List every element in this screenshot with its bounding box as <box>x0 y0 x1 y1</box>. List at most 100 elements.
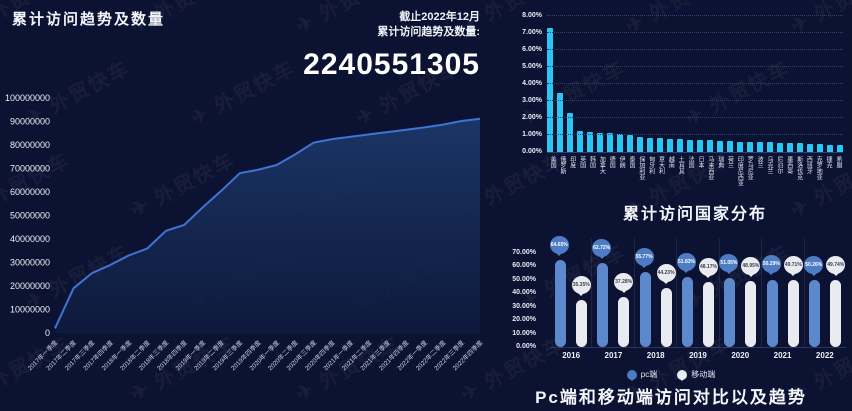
pc-bar <box>681 277 693 347</box>
device-year-label: 2017 <box>604 351 623 360</box>
device-year-group: 51.05% 48.95% <box>718 238 761 347</box>
country-bar <box>667 138 673 152</box>
country-x-tick-label: 加拿大 <box>598 156 605 174</box>
country-x-tick-label: 日本 <box>696 156 703 168</box>
country-x-tick-label: 土耳其 <box>677 156 684 174</box>
pc-value-balloon: 50.29% <box>761 255 781 274</box>
pc-value-balloon: 51.83% <box>676 253 696 272</box>
country-x-tick-label: 西班牙 <box>805 156 812 174</box>
country-y-tick-label: 8.00% <box>522 12 542 19</box>
trend-y-tick-label: 20000000 <box>10 281 50 291</box>
mobile-bar <box>660 287 672 347</box>
trend-y-tick-label: 30000000 <box>10 258 50 268</box>
country-x-tick-label: 泰国 <box>627 156 634 168</box>
pc-bar <box>724 278 736 347</box>
country-x-tick-label: 乌克兰 <box>765 156 772 174</box>
mobile-value-balloon: 44.23% <box>656 263 676 282</box>
pc-legend-icon <box>626 369 637 380</box>
country-gridline <box>547 15 843 16</box>
mobile-legend-label: 移动端 <box>691 370 716 379</box>
country-x-tick-label: 匈牙利 <box>647 156 654 174</box>
country-x-tick-label: 希腊 <box>835 156 841 168</box>
device-y-tick-label: 0.00% <box>516 343 536 350</box>
country-bars <box>547 16 843 152</box>
total-visits-block: 截止2022年12月 累计访问趋势及数量: 2240551305 <box>290 10 480 82</box>
trend-area-fill <box>55 118 480 333</box>
country-bar <box>817 144 823 152</box>
country-x-tick-label: 斯洛伐克 <box>795 156 802 180</box>
country-y-axis: 0.00% 1.00% 2.00% 3.00% 4.00% 5.00% 6.00% 7.00%… <box>490 0 542 160</box>
mobile-value-balloon: 49.74% <box>826 256 846 275</box>
country-x-tick-label: 美国 <box>549 156 556 168</box>
mobile-bar <box>830 280 842 347</box>
device-legend: pc端 移动端 <box>490 369 852 380</box>
country-gridline <box>547 66 843 67</box>
device-year-group: 50.29% 49.71% <box>761 238 803 347</box>
trend-y-tick-label: 0 <box>45 328 50 338</box>
country-bar <box>717 140 723 152</box>
country-y-tick-label: 3.00% <box>522 97 542 104</box>
country-bar <box>557 92 563 152</box>
country-bar <box>687 139 693 152</box>
country-bar <box>767 142 773 152</box>
pc-bar <box>639 272 651 347</box>
country-y-tick-label: 7.00% <box>522 29 542 36</box>
device-year-group: 50.26% 49.74% <box>803 238 846 347</box>
trend-y-tick-label: 10000000 <box>10 305 50 315</box>
country-x-tick-label: 瑞典 <box>716 156 723 168</box>
pc-value-balloon: 55.77% <box>634 248 654 267</box>
device-year-label: 2019 <box>689 351 707 360</box>
mobile-value-balloon: 48.95% <box>741 257 761 276</box>
legend-item-pc: pc端 <box>626 369 657 380</box>
device-year-group: 62.72% 37.28% <box>591 238 634 347</box>
trend-y-tick-label: 90000000 <box>10 117 50 127</box>
country-y-tick-label: 6.00% <box>522 46 542 53</box>
country-bar <box>747 141 753 152</box>
country-x-tick-label: 英国 <box>578 156 585 168</box>
device-year-label: 2021 <box>773 351 792 360</box>
country-bar <box>547 27 553 152</box>
trend-y-tick-label: 80000000 <box>10 140 50 150</box>
country-x-tick-label: 捷克 <box>825 156 832 168</box>
pc-bar <box>809 279 821 347</box>
country-x-tick-label: 克罗地亚 <box>815 156 822 180</box>
pc-value-balloon: 62.72% <box>592 238 612 257</box>
device-year-group: 51.83% 48.17% <box>676 238 718 347</box>
country-x-tick-label: 韩国 <box>588 156 595 168</box>
pc-value-balloon: 51.05% <box>719 254 739 273</box>
country-bar <box>647 137 653 152</box>
device-year-label: 2018 <box>646 351 665 360</box>
country-x-tick-label: 德国 <box>608 156 615 168</box>
country-gridline <box>547 117 843 118</box>
total-visits-value: 2240551305 <box>303 48 480 81</box>
country-chart-title: 累计访问国家分布 <box>622 206 767 223</box>
device-year-label: 2016 <box>562 351 581 360</box>
country-bar <box>607 133 613 152</box>
country-x-axis: 美国 俄罗斯 印度 英国 韩国 加拿大 德国 伊朗 泰国 保加利亚 匈牙利 意大利 越南 土耳其 法国 日本马… <box>547 156 843 186</box>
device-year-label: 2022 <box>815 351 834 360</box>
trend-area-chart: 0 10000000 20000000 30000000 40000000 5000000… <box>5 93 485 372</box>
mobile-bar <box>787 280 799 347</box>
trend-y-tick-label: 60000000 <box>10 187 50 197</box>
country-bar <box>627 135 633 152</box>
country-bar <box>587 131 593 152</box>
country-bar <box>597 132 603 152</box>
country-bar <box>737 141 743 152</box>
device-y-tick-label: 60.00% <box>512 262 536 270</box>
mobile-value-balloon: 48.17% <box>698 258 718 277</box>
country-gridline <box>547 49 843 50</box>
country-bar <box>787 143 793 152</box>
country-bar <box>677 139 683 152</box>
country-bar <box>637 136 643 152</box>
pc-value-balloon: 64.65% <box>549 236 569 255</box>
country-x-tick-label: 马来西亚 <box>706 156 713 180</box>
country-bar <box>707 140 713 152</box>
mobile-bar <box>618 296 630 347</box>
asof-caption-label: 累计访问趋势及数量: <box>377 26 480 38</box>
country-x-tick-label: 法国 <box>687 156 694 168</box>
country-bar <box>567 112 573 152</box>
country-x-tick-label: 墨西哥 <box>785 156 792 174</box>
pc-bar <box>554 260 566 347</box>
country-bar <box>837 145 843 152</box>
